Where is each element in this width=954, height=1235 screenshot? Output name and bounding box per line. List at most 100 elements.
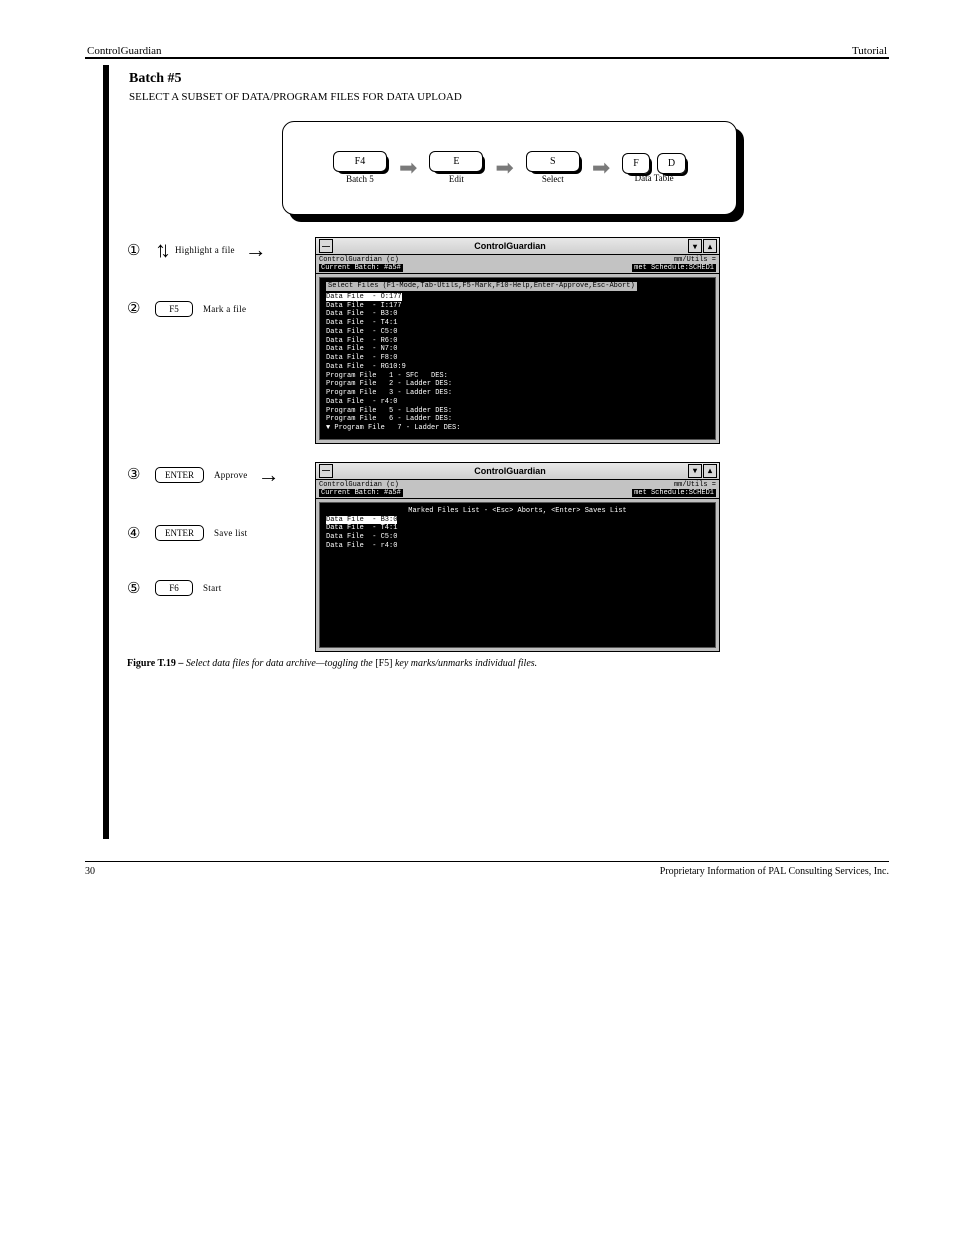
term-line: Program File 2 - Ladder DES: [326,380,709,389]
page-number: 30 [85,866,95,877]
runner-title: Batch #5 [129,71,887,87]
shot-b-term-head: Marked Files List - <Esc> Aborts, <Enter… [326,507,709,516]
shot-a-status: ControlGuardian (c) Current Batch: #a5# … [316,255,719,274]
step-1: ① ↑↓ Highlight a file → [127,237,297,263]
shot-b-status-under: Current Batch: #a5# [319,489,403,497]
step-5-text: Start [203,583,222,593]
term-line: ▼ Program File 7 - Ladder DES: [326,424,709,433]
shot-b-status-rt: mm/Utils = [674,481,716,489]
crumb-3-key[interactable]: S [526,151,580,172]
step-4-key[interactable]: ENTER [155,525,204,541]
shot-a-term: Select Files (F1-Mode,Tab-Utils,F5-Mark,… [319,277,716,440]
screenshot-a: — ControlGuardian ▾▴ ControlGuardian (c)… [315,237,720,444]
sysmenu-icon[interactable]: — [319,239,333,253]
crumb-2: E Edit [429,151,483,185]
crumb-4-key-a[interactable]: F [622,153,650,174]
screenshot-b: — ControlGuardian ▾▴ ControlGuardian (c)… [315,462,720,652]
header-right: Tutorial [852,45,887,57]
term-line: Program File 5 - Ladder DES: [326,407,709,416]
step-2: ② F5 Mark a file [127,299,297,318]
term-line: Data File - r4:0 [326,542,709,551]
term-line: Data File - N7:0 [326,345,709,354]
term-line: Data File - C5:0 [326,328,709,337]
crumb-1: F4 Batch 5 [333,151,387,185]
crumb-3-label: Select [542,175,564,185]
maximize-icon[interactable]: ▴ [703,239,717,253]
crumb-1-key[interactable]: F4 [333,151,387,172]
breadcrumb-card: F4 Batch 5 ➡ E Edit ➡ S Select [282,121,737,215]
header: ControlGuardian Tutorial [85,45,889,57]
shot-a-title: ControlGuardian [474,241,546,251]
shot-b-status-rb: met Schedule:SCHED1 [632,489,716,497]
arrow-right-icon: ➡ [495,157,513,179]
minimize-icon[interactable]: ▾ [688,464,702,478]
term-line: Data File - I:177 [326,302,709,311]
step-2-text: Mark a file [203,304,246,314]
crumb-4-key-b[interactable]: D [657,153,686,174]
step-5-num: ⑤ [127,579,145,598]
footer: 30 Proprietary Information of PAL Consul… [85,866,889,877]
sysmenu-icon[interactable]: — [319,464,333,478]
term-line: Program File 3 - Ladder DES: [326,389,709,398]
term-line: Data File - T4:1 [326,319,709,328]
crumb-4-label: Data Table [635,174,674,184]
page: ControlGuardian Tutorial Batch #5 SELECT… [0,0,954,1235]
header-rule [85,57,889,59]
maximize-icon[interactable]: ▴ [703,464,717,478]
caption-key: [F5] [375,658,392,669]
term-line: Data File - T4:1 [326,524,709,533]
caption-body: Select data files for data archive—toggl… [186,658,375,669]
step-5: ⑤ F6 Start [127,579,297,598]
header-left: ControlGuardian [87,45,162,57]
arrow-right-icon: → [258,462,280,488]
step-1-text: Highlight a file [175,245,235,255]
term-line: Data File - RG10:9 [326,363,709,372]
shot-a-status-rb: met Schedule:SCHED1 [632,264,716,272]
term-line: Data File - F8:0 [326,354,709,363]
shot-b-status-left: ControlGuardian (c) [319,481,399,489]
caption-tail: key marks/unmarks individual files. [395,658,537,669]
term-line-selected: Data File - B3:0 [326,516,397,524]
runner: Batch #5 SELECT A SUBSET OF DATA/PROGRAM… [103,65,889,839]
crumb-4: F D Data Table [622,153,686,184]
row-a: ① ↑↓ Highlight a file → ② F5 Mark a file [127,237,887,444]
step-3-key[interactable]: ENTER [155,467,204,483]
footer-right: Proprietary Information of PAL Consultin… [660,866,889,877]
step-3-num: ③ [127,465,145,484]
shot-a-status-under: Current Batch: #a5# [319,264,403,272]
shot-a-status-left: ControlGuardian (c) [319,256,399,264]
term-line: Program File 1 - SFC DES: [326,372,709,381]
step-4-num: ④ [127,524,145,543]
arrow-right-icon: ➡ [399,157,417,179]
step-4-text: Save list [214,528,247,538]
shot-b-term: Marked Files List - <Esc> Aborts, <Enter… [319,502,716,648]
caption-prefix: Figure T.19 – [127,658,186,669]
term-line: Program File 6 - Ladder DES: [326,415,709,424]
term-line-selected: Data File - O:177 [326,293,402,301]
crumb-2-key[interactable]: E [429,151,483,172]
minimize-icon[interactable]: ▾ [688,239,702,253]
step-2-key[interactable]: F5 [155,301,193,317]
term-line: Data File - R6:0 [326,337,709,346]
shot-a-term-head: Select Files (F1-Mode,Tab-Utils,F5-Mark,… [326,282,637,291]
row-b: ③ ENTER Approve → ④ ENTER Save list ⑤ F6… [127,462,887,652]
arrow-right-icon: → [245,237,267,263]
shot-a-status-rt: mm/Utils = [674,256,716,264]
step-2-num: ② [127,299,145,318]
crumb-1-label: Batch 5 [346,175,374,185]
term-line: Data File - B3:0 [326,310,709,319]
footer-rule [85,861,889,862]
shot-b-titlebar: — ControlGuardian ▾▴ [316,463,719,480]
term-line: Data File - r4:0 [326,398,709,407]
step-5-key[interactable]: F6 [155,580,193,596]
step-1-num: ① [127,241,145,260]
step-3-text: Approve [214,470,248,480]
arrow-right-icon: ➡ [592,157,610,179]
shot-b-title: ControlGuardian [474,466,546,476]
shot-a-titlebar: — ControlGuardian ▾▴ [316,238,719,255]
figure-caption: Figure T.19 – Select data files for data… [127,658,887,669]
updown-arrows-icon: ↑↓ [155,237,165,263]
term-line: Data File - C5:0 [326,533,709,542]
shot-b-status: ControlGuardian (c) Current Batch: #a5# … [316,480,719,499]
runner-subtitle: SELECT A SUBSET OF DATA/PROGRAM FILES FO… [129,91,887,103]
